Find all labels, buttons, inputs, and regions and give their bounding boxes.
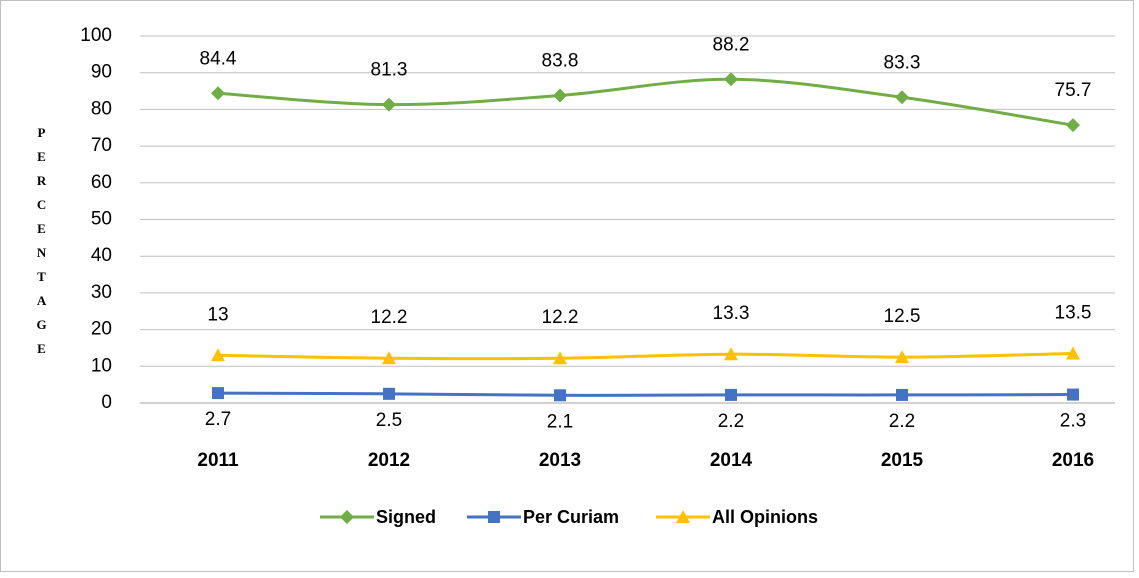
data-label: 2.1 (547, 411, 573, 432)
data-label: 2.7 (205, 409, 231, 430)
x-tick-label: 2014 (710, 450, 753, 471)
y-axis-label: PERCENTAGE (34, 125, 49, 365)
marker (553, 351, 567, 365)
series-line (217, 391, 1074, 397)
data-label: 2.3 (1060, 411, 1086, 432)
data-label: 13.5 (1055, 302, 1092, 323)
marker (895, 90, 909, 105)
marker (896, 388, 908, 401)
series-line (217, 77, 1074, 127)
legend-marker (488, 511, 500, 523)
data-label: 12.5 (884, 306, 921, 327)
x-tick-label: 2011 (197, 450, 239, 471)
x-tick-label: 2012 (368, 450, 410, 471)
data-label: 12.2 (371, 307, 408, 328)
y-tick-label: 40 (91, 245, 112, 266)
y-tick-label: 20 (91, 319, 112, 340)
marker (211, 86, 225, 101)
marker (724, 72, 738, 87)
data-label: 81.3 (371, 60, 408, 81)
marker (895, 350, 909, 364)
data-label: 83.3 (884, 52, 921, 73)
x-tick-label: 2016 (1052, 450, 1094, 471)
marker (725, 388, 737, 401)
data-label: 75.7 (1055, 80, 1092, 101)
legend-label: Signed (376, 507, 436, 527)
y-tick-label: 70 (91, 135, 112, 156)
y-tick-label: 50 (91, 209, 112, 230)
legend-label: All Opinions (712, 507, 818, 527)
marker (211, 348, 225, 362)
x-tick-label: 2013 (539, 450, 581, 471)
y-tick-label: 30 (91, 282, 112, 303)
data-label: 13 (207, 304, 228, 325)
y-tick-label: 80 (91, 98, 112, 119)
marker (1066, 346, 1080, 360)
marker (554, 389, 566, 402)
data-label: 2.2 (889, 411, 915, 432)
marker (382, 351, 396, 365)
y-tick-label: 0 (101, 392, 112, 413)
legend-marker (340, 510, 354, 524)
x-tick-label: 2015 (881, 450, 924, 471)
marker (724, 347, 738, 361)
y-tick-label: 100 (80, 25, 112, 46)
data-label: 2.5 (376, 410, 402, 431)
data-label: 13.3 (713, 303, 750, 324)
marker (553, 88, 567, 103)
marker (1067, 388, 1079, 401)
marker (383, 387, 395, 400)
data-label: 2.2 (718, 411, 744, 432)
data-label: 84.4 (200, 48, 237, 69)
data-label: 12.2 (542, 307, 579, 328)
data-label: 88.2 (713, 34, 750, 55)
y-tick-label: 60 (91, 172, 112, 193)
marker (212, 387, 224, 400)
y-tick-label: 90 (91, 62, 112, 83)
marker (382, 97, 396, 112)
legend-marker (676, 510, 690, 523)
marker (1066, 118, 1080, 133)
y-tick-label: 10 (91, 355, 112, 376)
series-line (217, 351, 1074, 361)
legend-label: Per Curiam (523, 507, 619, 527)
data-label: 83.8 (542, 50, 579, 71)
